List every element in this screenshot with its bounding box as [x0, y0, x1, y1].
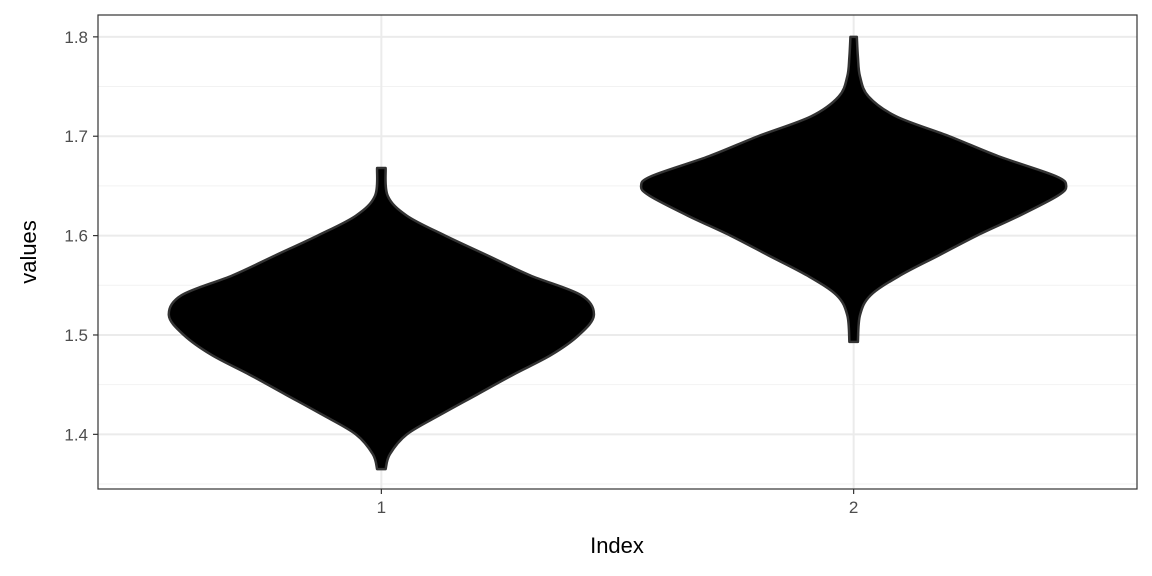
x-axis-title: Index: [590, 533, 644, 558]
x-tick-label-0: 1: [377, 498, 386, 517]
violin-2: [639, 35, 1068, 344]
y-tick-label-4: 1.8: [64, 28, 88, 47]
y-tick-label-1: 1.5: [64, 326, 88, 345]
y-axis-title: values: [16, 220, 41, 284]
y-tick-label-3: 1.7: [64, 127, 88, 146]
y-axis: 1.4 1.5 1.6 1.7 1.8: [64, 28, 98, 444]
x-tick-label-1: 2: [849, 498, 858, 517]
violin-1: [167, 166, 596, 471]
violins: [167, 35, 1068, 471]
y-tick-label-2: 1.6: [64, 227, 88, 246]
y-tick-label-0: 1.4: [64, 425, 88, 444]
panel-border: [97, 14, 1138, 490]
panel-background: [98, 15, 1137, 489]
